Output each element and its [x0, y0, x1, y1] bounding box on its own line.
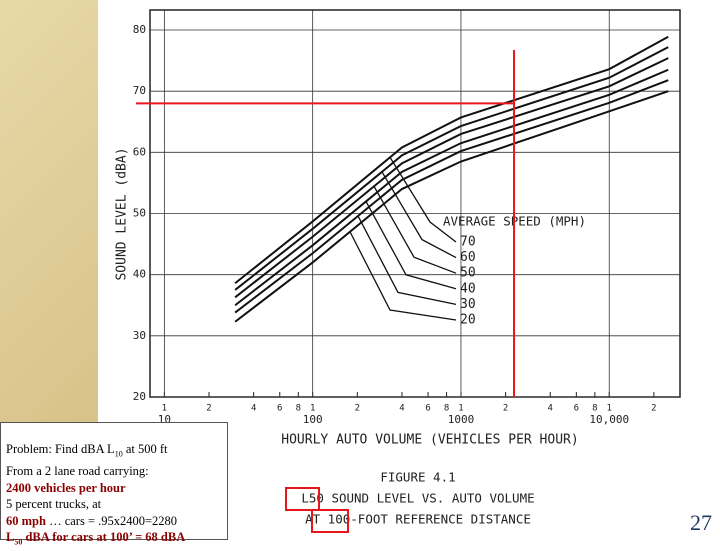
y-tick-label: 30 [133, 329, 146, 342]
legend-label: 20 [460, 313, 476, 328]
x-tick-label: 2 [206, 404, 211, 414]
subscript: 10 [114, 449, 123, 459]
highlight-box [285, 487, 320, 511]
caption: AT 100-FOOT REFERENCE DISTANCE [305, 512, 531, 527]
problem-line: From a 2 lane road carrying: [6, 463, 227, 480]
series-line [234, 79, 669, 314]
series-line [234, 68, 669, 307]
y-tick-label: 60 [133, 145, 146, 158]
problem-text: 60 mph [6, 513, 46, 528]
slide-number: 27 [690, 510, 712, 535]
highlight-box [311, 509, 349, 533]
x-tick-label: 1 [162, 404, 167, 414]
legend-leader [349, 231, 457, 321]
problem-text: From a 2 lane road carrying: [6, 464, 149, 478]
x-tick-label: 1 [458, 404, 463, 414]
problem-text: 2400 vehicles per hour [6, 480, 126, 495]
problem-line: Problem: Find dBA L10 at 500 ft [6, 441, 227, 463]
problem-text: at 500 ft [122, 442, 168, 456]
series-line [234, 90, 669, 323]
problem-line: L50 dBA for cars at 100’ = 68 dBA [6, 529, 227, 551]
y-tick-label: 80 [133, 23, 146, 36]
problem-text: 5 percent trucks, at [6, 497, 102, 511]
y-tick-label: 50 [133, 207, 146, 220]
x-tick-label: 2 [355, 404, 360, 414]
y-axis-label: SOUND LEVEL (dBA) [115, 147, 130, 280]
y-tick-label: 20 [133, 390, 146, 403]
problem-text: … cars = .95x2400=2280 [45, 513, 178, 528]
x-tick-label: 4 [548, 404, 553, 414]
problem-line: 2400 vehicles per hour [6, 480, 227, 497]
problem-text: dBA for cars at 100’ = 68 dBA [22, 530, 186, 544]
x-tick-label: 4 [251, 404, 256, 414]
problem-box: Problem: Find dBA L10 at 500 ft From a 2 … [0, 422, 228, 547]
x-major-tick-label: 1000 [448, 413, 475, 426]
problem-line: 5 percent trucks, at [6, 496, 227, 513]
problem-text: L [6, 530, 15, 544]
x-major-tick-label: 100 [303, 413, 323, 426]
x-tick-label: 8 [296, 404, 301, 414]
legend-leader [373, 185, 457, 274]
problem-line: 60 mph … cars = .95x2400=2280 [6, 513, 227, 530]
x-major-tick-label: 10,000 [589, 413, 629, 426]
x-tick-label: 1 [310, 404, 315, 414]
x-tick-label: 8 [592, 404, 597, 414]
x-tick-label: 2 [503, 404, 508, 414]
y-tick-label: 40 [133, 268, 146, 281]
legend-label: 70 [460, 235, 476, 250]
x-tick-label: 6 [425, 404, 430, 414]
series-line [234, 57, 669, 299]
series-line [234, 46, 669, 291]
x-tick-label: 2 [651, 404, 656, 414]
legend-label: 50 [460, 266, 476, 281]
x-tick-label: 4 [399, 404, 404, 414]
x-axis-label: HOURLY AUTO VOLUME (VEHICLES PER HOUR) [281, 433, 578, 448]
y-tick-label: 70 [133, 84, 146, 97]
caption: L50 SOUND LEVEL VS. AUTO VOLUME [301, 491, 534, 506]
x-tick-label: 6 [574, 404, 579, 414]
legend-label: 60 [460, 250, 476, 265]
legend-label: 40 [460, 281, 476, 296]
series-line [234, 35, 669, 285]
legend-label: 30 [460, 297, 476, 312]
legend-leader [357, 215, 457, 306]
x-tick-label: 6 [277, 404, 282, 414]
problem-text: Problem: Find dBA L [6, 442, 115, 456]
caption: FIGURE 4.1 [380, 470, 455, 485]
x-tick-label: 8 [444, 404, 449, 414]
legend-leader [365, 201, 457, 290]
x-tick-label: 1 [607, 404, 612, 414]
